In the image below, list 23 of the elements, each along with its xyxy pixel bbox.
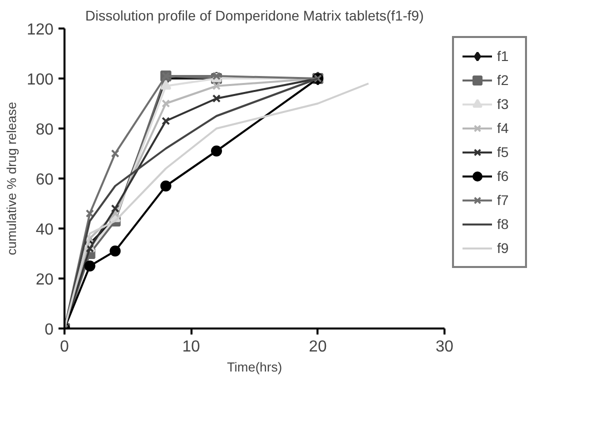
chart-title: Dissolution profile of Domperidone Matrix tablets(f1-f9) [85,8,424,24]
x-tick-label: 0 [60,338,70,356]
y-tick-label: 100 [26,72,54,88]
y-tick-label: 120 [26,22,54,38]
x-tick-label: 20 [308,338,327,356]
legend-label: f5 [497,144,510,160]
legend-label: f2 [497,72,510,88]
y-tick-label: 40 [36,222,54,238]
y-tick-label: 0 [44,322,54,338]
y-tick-label: 20 [36,272,54,288]
legend-label: f1 [497,48,510,64]
x-tick-label: 30 [436,338,454,356]
legend-label: f7 [497,192,510,208]
y-tick-label: 60 [36,172,54,188]
legend-label: f4 [497,120,510,136]
y-tick-label: 80 [36,122,54,138]
legend-label: f8 [497,216,510,232]
legend-label: f9 [497,240,510,256]
legend-label: f3 [497,96,510,112]
y-axis-title: cumulative % drug release [4,102,19,256]
x-tick-label: 10 [182,338,200,356]
x-axis-title: Time(hrs) [226,360,282,374]
legend-label: f6 [497,168,510,184]
